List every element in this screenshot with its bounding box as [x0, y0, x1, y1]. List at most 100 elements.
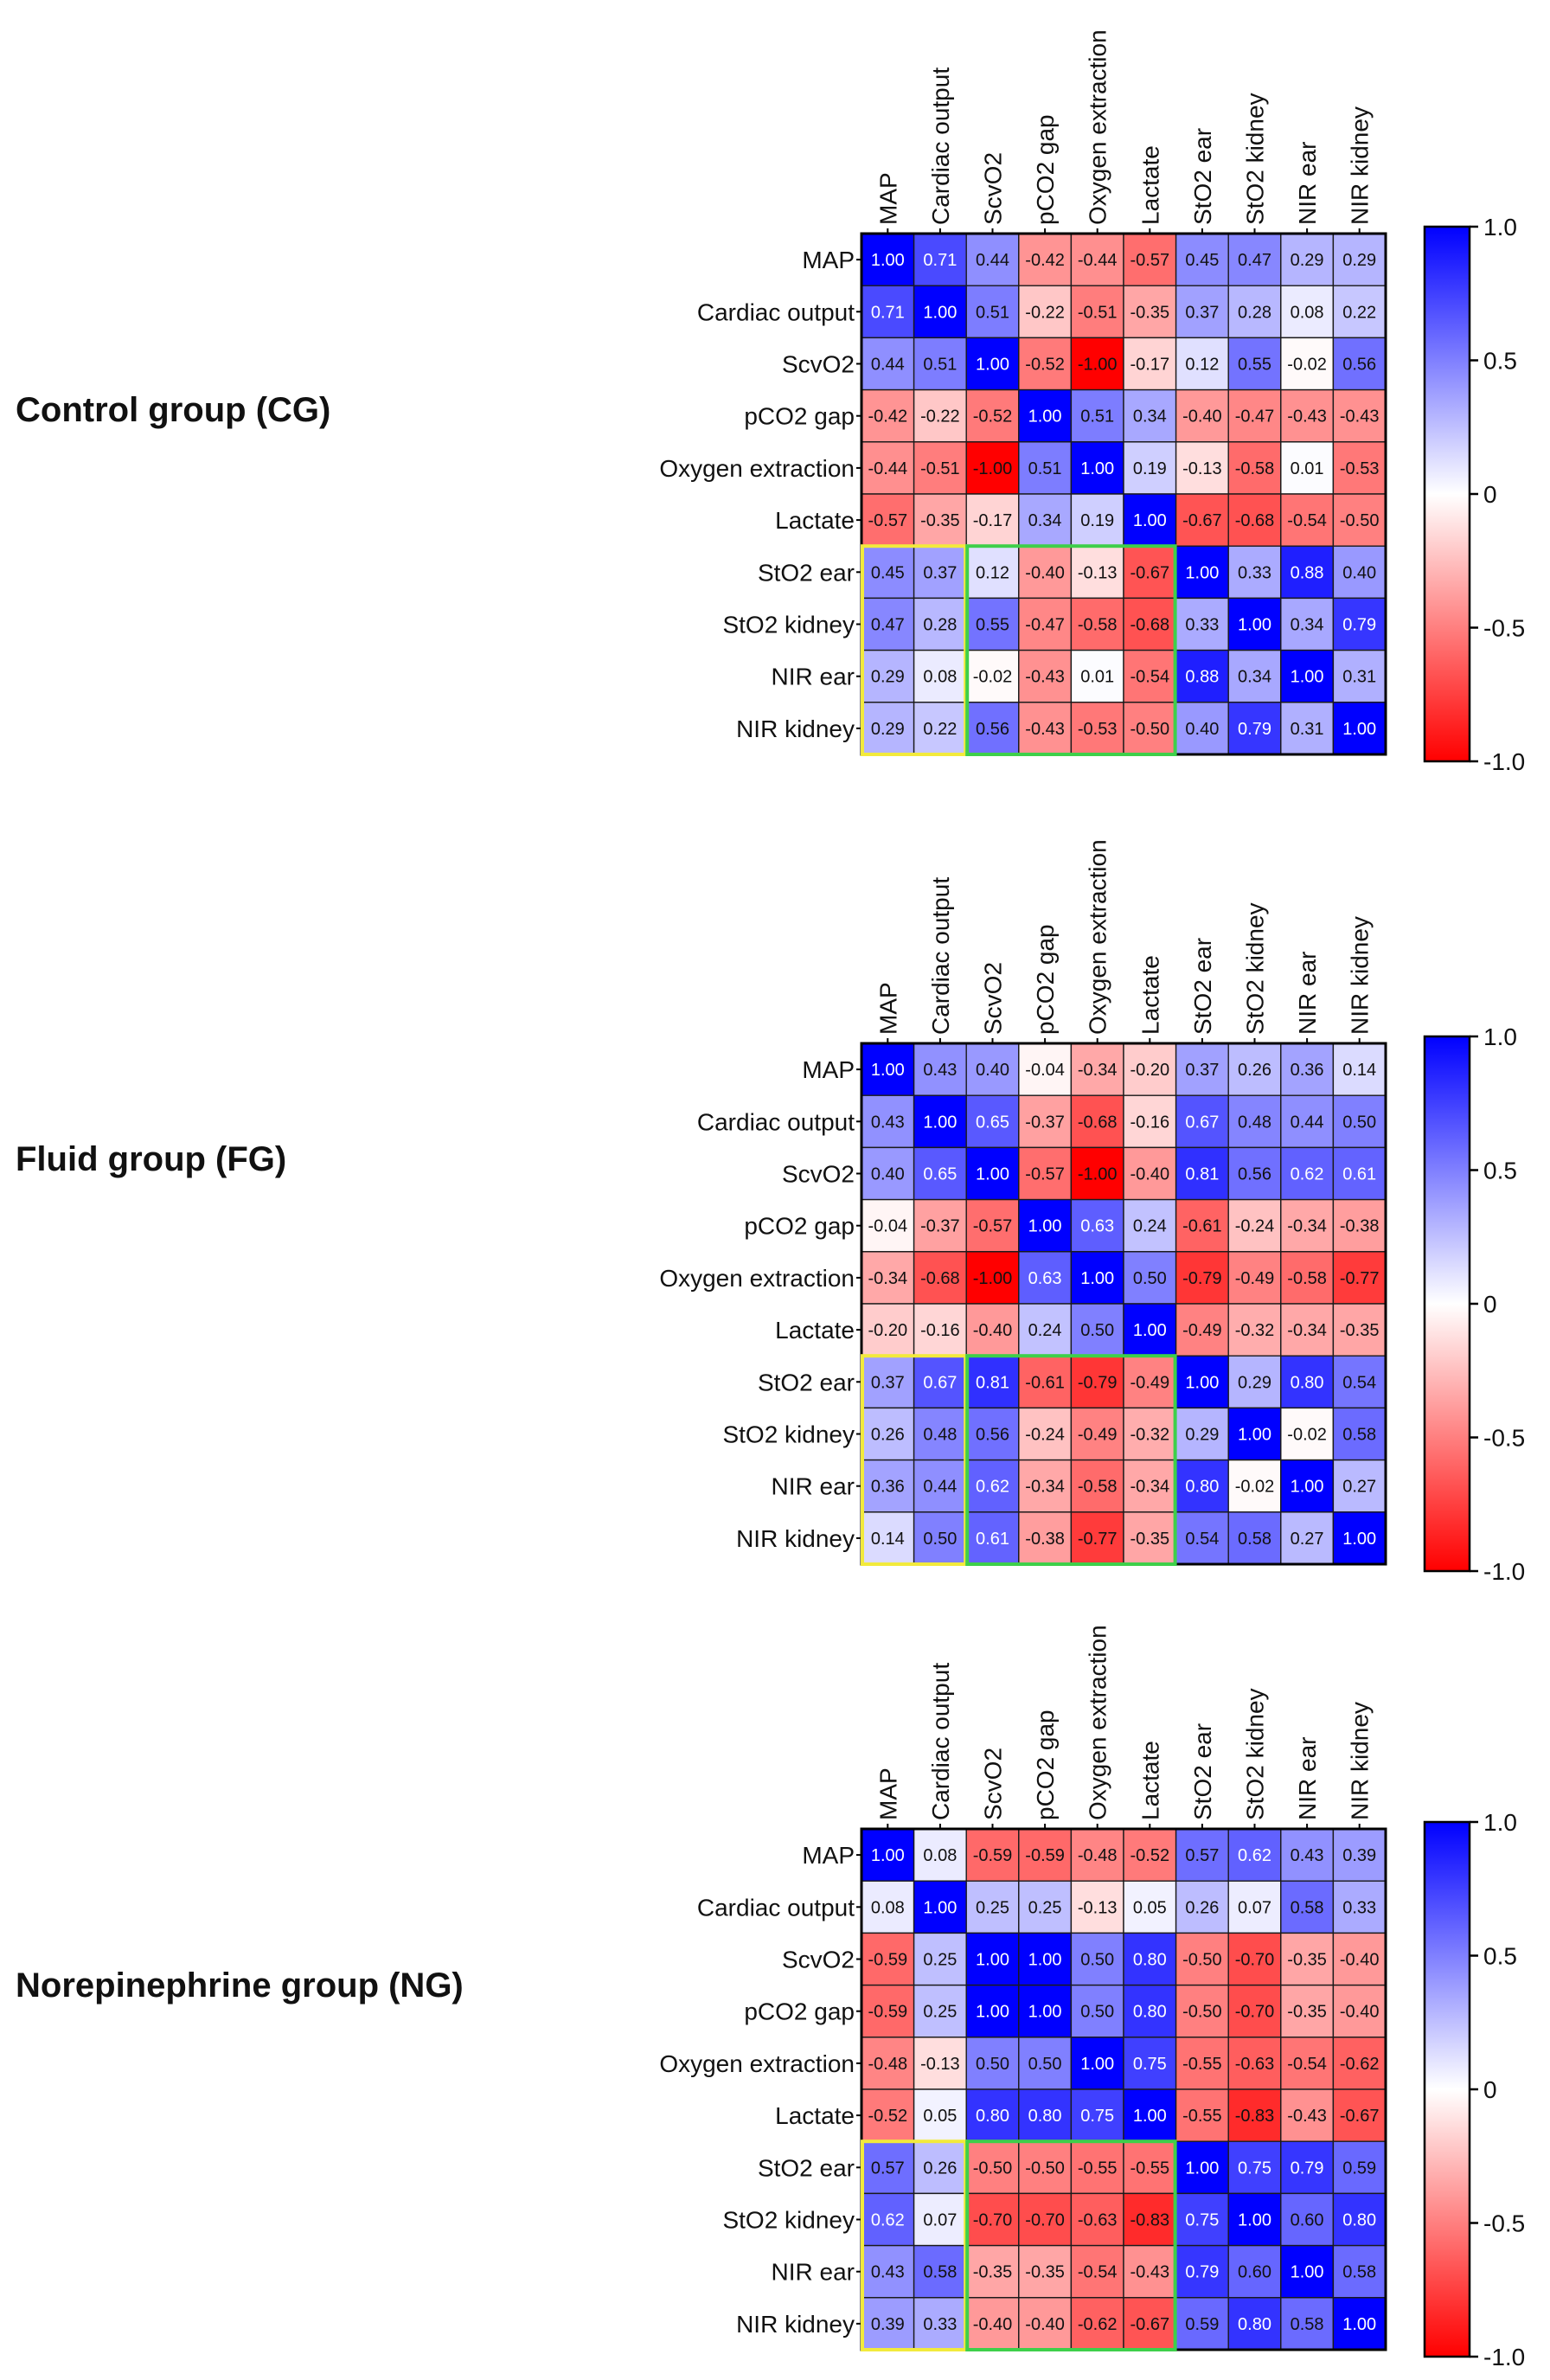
heatmap-cell [913, 2140, 967, 2195]
row-label-scvo2: ScvO2 [782, 1161, 855, 1188]
column-label-oxygen-extraction: Oxygen extraction [1085, 1625, 1111, 1820]
heatmap-cell-label: -0.57 [973, 1217, 1013, 1236]
heatmap-cell [965, 493, 1020, 547]
heatmap-cell-label: 0.45 [1185, 251, 1219, 270]
heatmap-cell-label: 1.00 [923, 1898, 957, 1917]
heatmap-cell-label: -0.37 [920, 1217, 960, 1236]
heatmap-cell-label: -0.35 [973, 2263, 1013, 2282]
heatmap-cell [1123, 2297, 1177, 2351]
heatmap-cell [965, 597, 1020, 651]
heatmap-cell [1123, 1303, 1177, 1357]
heatmap-cell-label: 1.00 [1185, 563, 1219, 582]
heatmap-cell-label: -0.20 [1130, 1061, 1170, 1080]
colorbar-tick-label: -0.5 [1483, 2210, 1525, 2237]
column-label-scvo2: ScvO2 [980, 962, 1007, 1035]
colorbar-tick-label: 1.0 [1483, 1023, 1517, 1050]
heatmap-cell-label: -0.49 [1235, 1269, 1275, 1288]
heatmap-cell [1018, 1407, 1073, 1461]
heatmap-cell-label: -0.22 [1025, 303, 1065, 322]
column-label-sto2-kidney: StO2 kidney [1242, 93, 1269, 225]
heatmap-cell-label: 1.00 [1028, 2003, 1062, 2022]
heatmap-cell-label: -0.20 [868, 1321, 908, 1340]
heatmap-cell [913, 1198, 967, 1253]
colorbar [1423, 225, 1471, 763]
heatmap-cell [1332, 702, 1387, 755]
heatmap-cell-label: 0.45 [871, 563, 905, 582]
heatmap-cell [1123, 285, 1177, 339]
heatmap-cell-label: -0.53 [1340, 459, 1380, 478]
heatmap-cell-label: 0.79 [1185, 2263, 1219, 2282]
heatmap-cell-label: 0.29 [871, 668, 905, 687]
heatmap-cell-label: 0.33 [1238, 563, 1271, 582]
heatmap-panel-1: 1.00 0.71 0.44 -0.42 -0.44 -0.57 0.45 0.47 0.29 0… [659, 29, 1525, 775]
heatmap-cell-label: -0.35 [920, 511, 960, 530]
heatmap-cell-label: -0.16 [920, 1321, 960, 1340]
heatmap-cell [1070, 1932, 1124, 1986]
heatmap-cell-label: 0.61 [1342, 1165, 1376, 1184]
heatmap-cell-label: 0.40 [976, 1061, 1009, 1080]
heatmap-cell [1332, 2140, 1387, 2195]
heatmap-cell-label: 0.51 [1028, 459, 1062, 478]
green-highlight-box [965, 2139, 1177, 2351]
heatmap-cell-label: 0.28 [923, 616, 957, 635]
row-label-sto2-kidney: StO2 kidney [722, 612, 855, 638]
heatmap-cell [1123, 388, 1177, 443]
heatmap-cell-label: 0.14 [1342, 1061, 1376, 1080]
heatmap-cell-label: 0.65 [976, 1113, 1009, 1132]
row-label-cardiac-output: Cardiac output [697, 298, 855, 325]
heatmap-cell [1227, 1355, 1282, 1409]
column-label-nir-ear: NIR ear [1294, 1737, 1321, 1820]
heatmap-cell [1280, 702, 1335, 755]
heatmap-cell-label: 0.65 [923, 1165, 957, 1184]
heatmap-cell-label: 0.50 [976, 2055, 1009, 2074]
column-label-pco2-gap: pCO2 gap [1032, 114, 1059, 225]
heatmap-cell-label: 0.25 [923, 2003, 957, 2022]
heatmap-cell-label: -0.58 [1078, 616, 1118, 635]
heatmap-cell [913, 1303, 967, 1357]
green-highlight-box [965, 1354, 1177, 1566]
column-label-sto2-ear: StO2 ear [1189, 128, 1216, 225]
heatmap-cell [1280, 1407, 1335, 1461]
heatmap-cell-label: 0.51 [1080, 407, 1114, 427]
heatmap-cell [1123, 1146, 1177, 1201]
heatmap-cell-label: 1.00 [1238, 2211, 1271, 2230]
heatmap-cell [1175, 2140, 1229, 2195]
heatmap-cell-label: 0.81 [976, 1373, 1009, 1392]
heatmap-cell-label: 1.00 [1080, 459, 1114, 478]
heatmap-cell-label: 0.67 [1185, 1113, 1219, 1132]
heatmap-cell [1332, 2192, 1387, 2247]
heatmap-cell [965, 1146, 1020, 1201]
heatmap-cell [1227, 233, 1282, 286]
heatmap-cell-label: 0.26 [1185, 1898, 1219, 1917]
heatmap-cell-label: -0.17 [973, 511, 1013, 530]
heatmap-cell-label: 0.27 [1342, 1478, 1376, 1497]
heatmap-cell-label: -0.43 [1287, 2107, 1327, 2126]
heatmap-cell [1227, 545, 1282, 600]
heatmap-cell-label: 0.63 [1028, 1269, 1062, 1288]
heatmap-cell [1070, 1303, 1124, 1357]
heatmap-cell-label: 0.63 [1080, 1217, 1114, 1236]
heatmap-cell-label: 0.80 [1133, 2003, 1167, 2022]
heatmap-cell-label: 0.57 [871, 2159, 905, 2178]
heatmap-cell [1280, 285, 1335, 339]
heatmap-cell [1018, 1355, 1073, 1409]
heatmap-cell [965, 1251, 1020, 1305]
column-label-map: MAP [874, 1767, 901, 1820]
heatmap-cell-label: 0.34 [1238, 668, 1271, 687]
heatmap-cell-label: -0.68 [1078, 1113, 1118, 1132]
heatmap-cell-label: -0.50 [1130, 720, 1170, 739]
heatmap-cell-label: -0.35 [1287, 2003, 1327, 2022]
heatmap-cell [1227, 337, 1282, 391]
heatmap-cell-label: 1.00 [1342, 2315, 1376, 2334]
heatmap-cell [1018, 388, 1073, 443]
heatmap-cell [1175, 337, 1229, 391]
heatmap-cell-label: -0.55 [1078, 2159, 1118, 2178]
heatmap-cell [1332, 1880, 1387, 1934]
heatmap-cell-label: 0.50 [1133, 1269, 1167, 1288]
heatmap-cell-label: -0.59 [973, 1846, 1013, 1865]
heatmap-cell-label: -0.48 [868, 2055, 908, 2074]
heatmap-cell-label: 0.26 [923, 2159, 957, 2178]
heatmap-cell-label: 0.39 [871, 2315, 905, 2334]
column-label-pco2-gap: pCO2 gap [1032, 1710, 1059, 1820]
heatmap-cell-label: 1.00 [1291, 668, 1324, 687]
